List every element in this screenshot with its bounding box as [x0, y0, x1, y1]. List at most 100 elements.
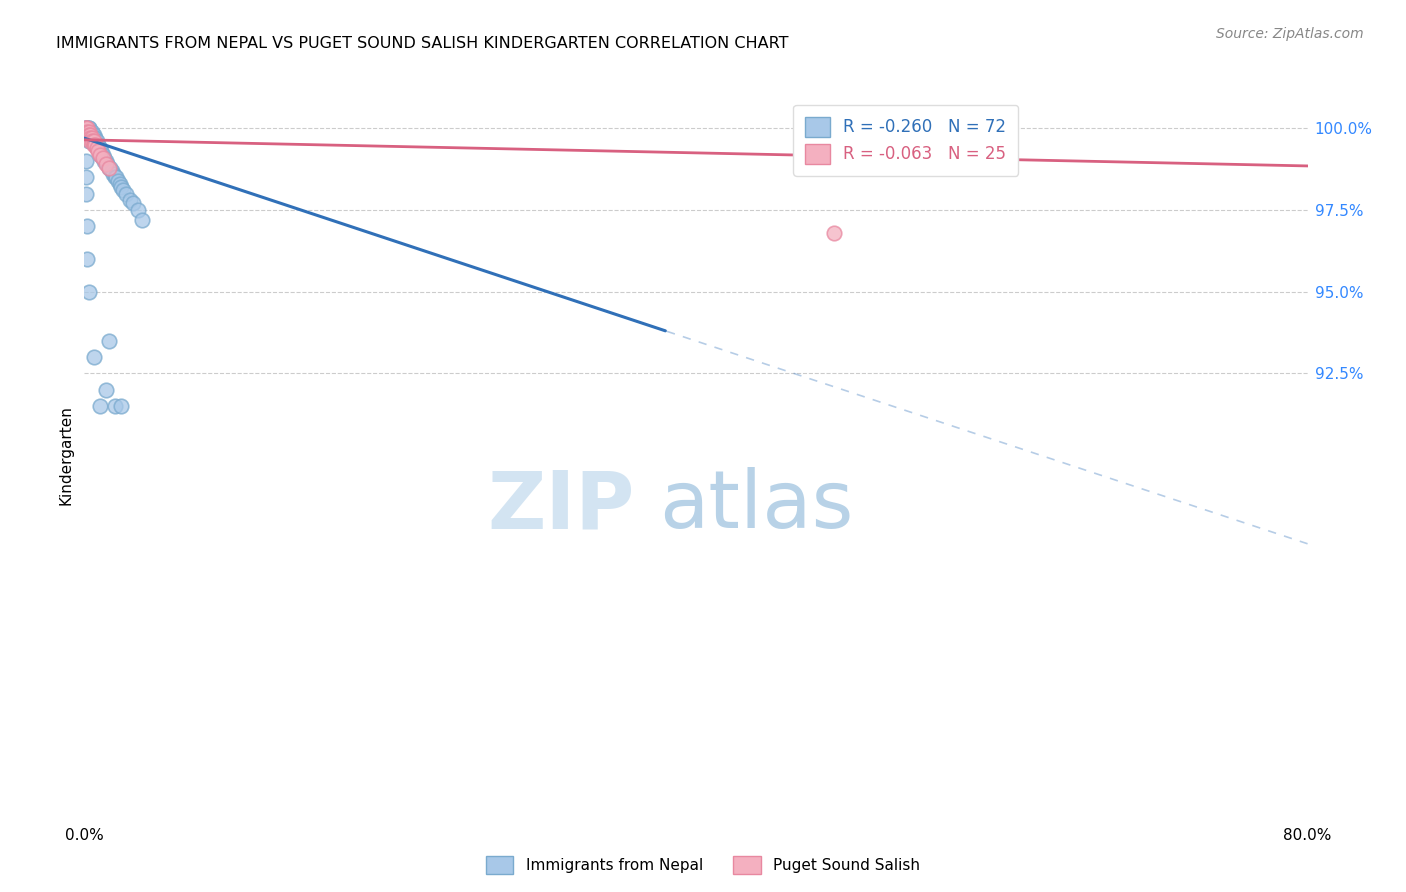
Point [107, 174, 129, 188]
Point [94, 154, 117, 169]
Point [79, 135, 101, 149]
Point [76, 252, 98, 266]
Point [838, 145, 860, 159]
Point [91, 147, 114, 161]
Point [75, 121, 97, 136]
Point [823, 226, 845, 240]
Legend: R = -0.260   N = 72, R = -0.063   N = 25: R = -0.260 N = 72, R = -0.063 N = 25 [793, 105, 1018, 176]
Point [83, 128, 105, 142]
Point [86, 135, 108, 149]
Point [84, 135, 107, 149]
Point [87, 137, 110, 152]
Point [110, 180, 132, 194]
Point [75, 125, 97, 139]
Point [80, 135, 103, 149]
Point [77, 135, 100, 149]
Point [96, 157, 118, 171]
Point [77, 128, 100, 142]
Point [83, 137, 105, 152]
Point [83, 350, 105, 364]
Point [79, 131, 101, 145]
Point [97, 161, 120, 175]
Text: atlas: atlas [659, 467, 853, 545]
Point [94, 383, 117, 397]
Point [76, 121, 98, 136]
Point [87, 141, 110, 155]
Text: ZIP: ZIP [488, 467, 636, 545]
Point [79, 125, 101, 139]
Point [76, 128, 98, 142]
Point [103, 167, 125, 181]
Point [84, 131, 107, 145]
Point [80, 125, 103, 139]
Point [84, 137, 107, 152]
Point [76, 219, 98, 234]
Point [114, 186, 136, 201]
Point [75, 121, 97, 136]
Point [105, 170, 128, 185]
Point [75, 121, 97, 136]
Point [101, 164, 124, 178]
Point [77, 121, 100, 136]
Point [90, 147, 112, 161]
Point [75, 125, 97, 139]
Point [91, 151, 114, 165]
Point [86, 141, 108, 155]
Point [83, 135, 105, 149]
Text: Source: ZipAtlas.com: Source: ZipAtlas.com [1216, 27, 1364, 41]
Point [94, 157, 117, 171]
Point [83, 135, 105, 149]
Point [77, 285, 100, 299]
Point [76, 121, 98, 136]
Point [80, 131, 103, 145]
Point [76, 125, 98, 139]
Point [75, 186, 97, 201]
Point [77, 125, 100, 139]
Point [89, 145, 111, 159]
Point [83, 131, 105, 145]
Point [76, 128, 98, 142]
Point [131, 212, 153, 227]
Point [89, 141, 111, 155]
Point [97, 161, 120, 175]
Point [75, 121, 97, 136]
Point [93, 151, 115, 165]
Point [86, 137, 108, 152]
Point [122, 196, 145, 211]
Point [87, 145, 110, 159]
Point [127, 202, 149, 217]
Point [79, 128, 101, 142]
Point [104, 170, 127, 185]
Point [75, 154, 97, 169]
Point [80, 128, 103, 142]
Point [80, 131, 103, 145]
Point [90, 145, 112, 159]
Legend: Immigrants from Nepal, Puget Sound Salish: Immigrants from Nepal, Puget Sound Salis… [479, 850, 927, 880]
Point [89, 399, 111, 413]
Point [76, 125, 98, 139]
Point [80, 135, 103, 149]
Point [89, 147, 111, 161]
Point [77, 121, 100, 136]
Point [110, 399, 132, 413]
Point [77, 125, 100, 139]
Point [104, 399, 127, 413]
Point [86, 141, 108, 155]
Point [76, 131, 98, 145]
Point [75, 121, 97, 136]
Point [77, 128, 100, 142]
Point [84, 137, 107, 152]
Point [79, 131, 101, 145]
Point [77, 131, 100, 145]
Point [89, 147, 111, 161]
Text: IMMIGRANTS FROM NEPAL VS PUGET SOUND SALISH KINDERGARTEN CORRELATION CHART: IMMIGRANTS FROM NEPAL VS PUGET SOUND SAL… [56, 36, 789, 51]
Point [93, 154, 115, 169]
Point [76, 121, 98, 136]
Point [120, 193, 142, 207]
Point [97, 334, 120, 348]
Point [108, 177, 131, 191]
Point [79, 128, 101, 142]
Point [111, 183, 134, 197]
Point [98, 161, 121, 175]
Point [75, 170, 97, 185]
